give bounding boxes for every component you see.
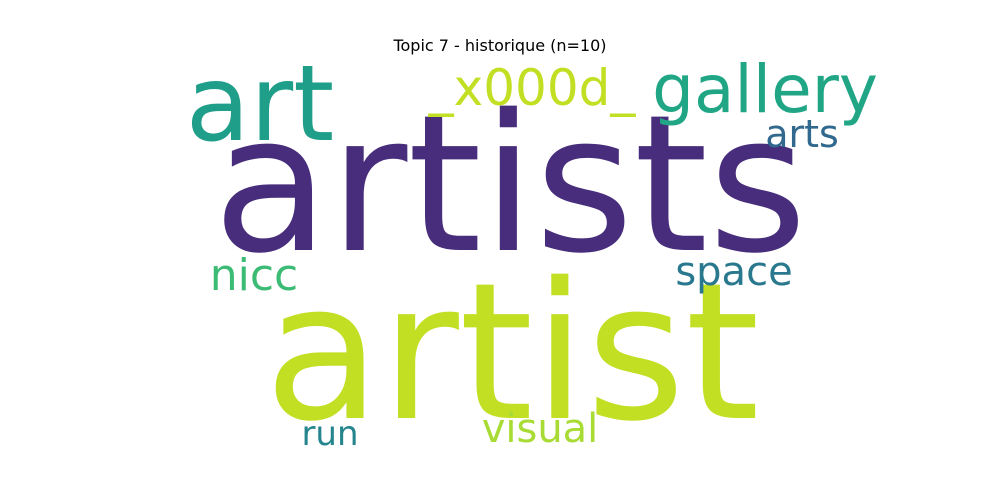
word-art: art [186,43,335,165]
chart-title: Topic 7 - historique (n=10) [393,36,607,55]
word-run: run [301,414,358,454]
word-artist: artist [264,242,759,463]
word-x000d: _x000d_ [428,59,637,117]
word-gallery: gallery [652,51,878,128]
word-artists: artists [213,74,807,295]
word-nicc: nicc [210,250,299,301]
word-space: space [675,249,792,295]
word-arts: arts [765,112,839,156]
word-visual: visual [482,406,599,452]
